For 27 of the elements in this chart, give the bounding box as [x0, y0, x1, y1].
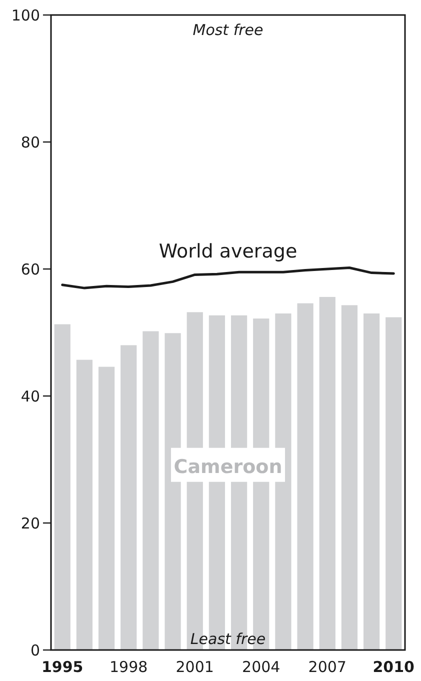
series-label: World average [158, 240, 298, 263]
x-tick-label: 2001 [176, 658, 214, 676]
y-tick-label: 20 [20, 514, 40, 532]
y-tick-label: 80 [20, 133, 40, 152]
annotation: Least free [190, 630, 266, 648]
bar [297, 303, 314, 650]
x-tick-label: 2004 [242, 658, 280, 676]
bar [142, 331, 159, 650]
x-tick-label: 2007 [308, 658, 346, 676]
line-series [61, 266, 395, 290]
annotation: Most free [192, 21, 264, 39]
series-label: Cameroon [174, 456, 282, 478]
x-tick-label: 1998 [110, 658, 148, 676]
y-tick-label: 60 [20, 260, 40, 278]
bar [98, 366, 115, 650]
x-tick-label: 2010 [372, 658, 414, 676]
bar [76, 360, 93, 650]
bar [54, 324, 70, 650]
y-tick-label: 0 [30, 641, 40, 660]
bar [120, 345, 137, 650]
y-tick-label: 40 [20, 387, 40, 406]
bar [341, 305, 358, 650]
bar [363, 313, 380, 650]
y-tick-label: 100 [11, 6, 40, 24]
bar [319, 296, 336, 650]
bar [386, 317, 402, 650]
x-tick-label: 1995 [42, 658, 84, 676]
